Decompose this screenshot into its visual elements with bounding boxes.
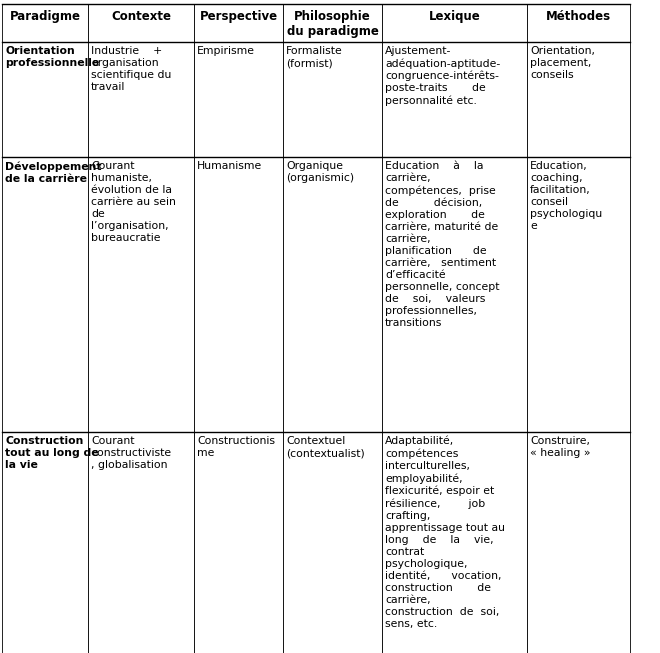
Bar [88,42,194,157]
Text: Développement
de la carrière: Développement de la carrière [5,161,102,183]
Bar [2,432,88,653]
Bar [194,432,283,653]
Text: Contextuel
(contextualist): Contextuel (contextualist) [286,436,365,458]
Text: Construire,
« healing »: Construire, « healing » [530,436,591,458]
Text: Perspective: Perspective [199,10,278,23]
Bar [283,4,382,42]
Text: Méthodes: Méthodes [546,10,611,23]
Text: Formaliste
(formist): Formaliste (formist) [286,46,343,68]
Bar [527,42,630,157]
Text: Contexte: Contexte [111,10,171,23]
Text: Paradigme: Paradigme [9,10,81,23]
Text: Lexique: Lexique [428,10,480,23]
Bar [382,157,527,432]
Bar [194,4,283,42]
Bar [2,42,88,157]
Bar [527,157,630,432]
Text: Courant
constructiviste
, globalisation: Courant constructiviste , globalisation [91,436,171,470]
Text: Industrie    +
organisation
scientifique du
travail: Industrie + organisation scientifique du… [91,46,172,92]
Bar [382,42,527,157]
Bar [88,157,194,432]
Text: Constructionis
me: Constructionis me [197,436,275,458]
Text: Ajustement-
adéquation-aptitude-
congruence-intérêts-
poste-traits       de
pers: Ajustement- adéquation-aptitude- congrue… [385,46,500,106]
Bar [88,4,194,42]
Text: Orientation,
placement,
conseils: Orientation, placement, conseils [530,46,595,80]
Text: Empirisme: Empirisme [197,46,255,56]
Bar [194,157,283,432]
Text: Humanisme: Humanisme [197,161,262,171]
Text: Education    à    la
carrière,
compétences,  prise
de          décision,
explora: Education à la carrière, compétences, pr… [385,161,500,328]
Bar [283,432,382,653]
Text: Organique
(organismic): Organique (organismic) [286,161,354,183]
Bar [2,157,88,432]
Bar [527,432,630,653]
Bar [283,157,382,432]
Text: Courant
humaniste,
évolution de la
carrière au sein
de
l’organisation,
bureaucra: Courant humaniste, évolution de la carri… [91,161,176,243]
Text: Orientation
professionnelle: Orientation professionnelle [5,46,99,68]
Bar [194,42,283,157]
Bar [2,4,88,42]
Text: Education,
coaching,
facilitation,
conseil
psychologiqu
e: Education, coaching, facilitation, conse… [530,161,602,231]
Text: Construction
tout au long de
la vie: Construction tout au long de la vie [5,436,98,470]
Bar [527,4,630,42]
Bar [283,42,382,157]
Bar [88,432,194,653]
Bar [382,4,527,42]
Text: Adaptabilité,
compétences
interculturelles,
employabilité,
flexicurité, espoir e: Adaptabilité, compétences interculturell… [385,436,505,629]
Text: Philosophie
du paradigme: Philosophie du paradigme [286,10,378,39]
Bar [382,432,527,653]
